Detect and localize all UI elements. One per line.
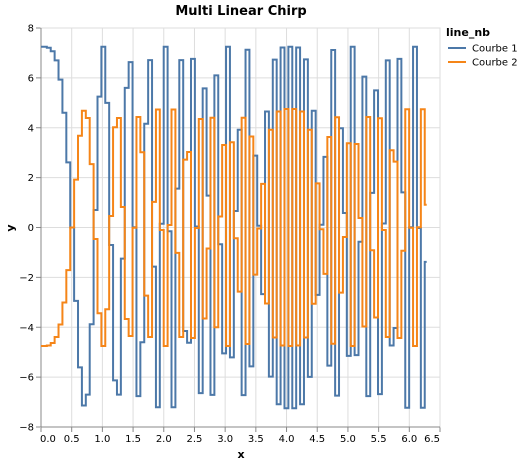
y-tick-label: 8 xyxy=(28,24,34,35)
x-tick-label: 1.5 xyxy=(125,434,141,445)
x-axis-title: x xyxy=(237,448,244,461)
x-tick-label: 3.0 xyxy=(217,434,233,445)
legend-label: Courbe 1 xyxy=(472,44,518,55)
x-tick-label: 0.0 xyxy=(40,434,56,445)
x-tick-label: 4.5 xyxy=(309,434,325,445)
y-tick-label: −4 xyxy=(19,323,34,334)
y-tick-label: 4 xyxy=(28,123,34,134)
x-tick-label: 0.5 xyxy=(64,434,80,445)
y-tick-label: 2 xyxy=(28,173,34,184)
x-tick-label: 4.0 xyxy=(279,434,295,445)
x-tick-label: 6.5 xyxy=(424,434,440,445)
legend-label: Courbe 2 xyxy=(472,58,518,69)
legend-title: line_nb xyxy=(446,26,490,39)
x-tick-label: 2.0 xyxy=(156,434,172,445)
x-tick-label: 6.0 xyxy=(401,434,417,445)
chart-title: Multi Linear Chirp xyxy=(175,4,306,19)
x-tick-label: 1.0 xyxy=(94,434,110,445)
y-tick-label: −6 xyxy=(19,373,34,384)
y-tick-label: 0 xyxy=(28,223,34,234)
x-tick-label: 5.0 xyxy=(340,434,356,445)
y-tick-label: −8 xyxy=(19,423,34,434)
series-line xyxy=(41,108,427,347)
y-tick-label: −2 xyxy=(19,273,34,284)
x-tick-label: 2.5 xyxy=(187,434,203,445)
y-tick-label: 6 xyxy=(28,73,34,84)
x-tick-label: 5.5 xyxy=(371,434,387,445)
x-tick-label: 3.5 xyxy=(248,434,264,445)
y-axis-title: y xyxy=(4,224,17,231)
